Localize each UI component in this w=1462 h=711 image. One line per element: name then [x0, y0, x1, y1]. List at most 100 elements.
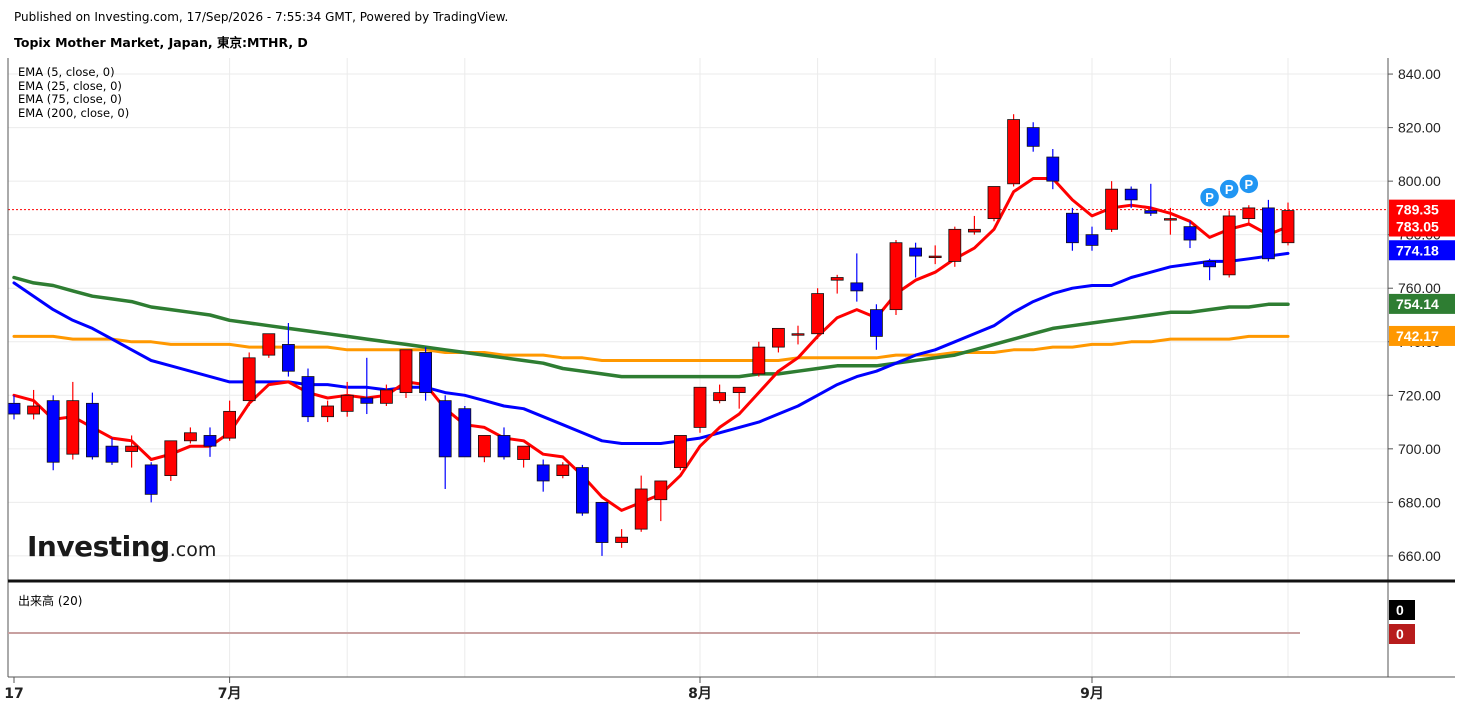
candle[interactable] — [497, 427, 511, 460]
y-tick-label: 840.00 — [1398, 66, 1441, 82]
candle[interactable] — [419, 347, 433, 401]
candle[interactable] — [791, 325, 805, 345]
candle[interactable] — [1046, 149, 1060, 190]
investing-logo: Investing.com — [27, 530, 216, 563]
candle[interactable] — [223, 400, 237, 441]
candle-body — [7, 402, 21, 415]
candle[interactable] — [164, 440, 178, 481]
candle[interactable] — [242, 352, 256, 406]
legend-ema25[interactable]: EMA (25, close, 0) — [18, 78, 122, 93]
candle[interactable] — [477, 435, 491, 463]
candle[interactable] — [360, 357, 374, 415]
candle[interactable] — [772, 327, 785, 353]
volume-label[interactable]: 出来高 (20) — [18, 594, 83, 608]
volume-tag-box — [1389, 624, 1415, 644]
candle[interactable] — [634, 475, 648, 532]
candle[interactable] — [948, 226, 962, 267]
candle[interactable] — [281, 323, 295, 377]
candle[interactable] — [1281, 202, 1295, 246]
candle[interactable] — [321, 400, 335, 423]
candle-body — [1242, 207, 1256, 220]
candle[interactable] — [713, 384, 726, 404]
candle-body — [340, 394, 354, 412]
indicator-legend: EMA (5, close, 0) EMA (25, close, 0) EMA… — [18, 65, 130, 120]
candle[interactable] — [1164, 207, 1177, 235]
price-tag-label: 789.35 — [1396, 202, 1439, 218]
axes: 840.00820.00800.00780.00760.00740.00720.… — [4, 58, 1455, 702]
candle[interactable] — [556, 462, 570, 479]
grid — [8, 58, 1388, 677]
pivot-marker[interactable]: P — [1198, 186, 1221, 208]
candle[interactable] — [1124, 186, 1138, 208]
candle[interactable] — [615, 529, 628, 548]
candle[interactable] — [674, 435, 687, 471]
candle[interactable] — [830, 274, 844, 294]
candle[interactable] — [301, 368, 315, 423]
candle[interactable] — [1203, 258, 1216, 281]
candle[interactable] — [438, 395, 452, 489]
price-tag-label: 754.14 — [1396, 296, 1439, 312]
candle[interactable] — [968, 215, 981, 235]
candle[interactable] — [1144, 183, 1158, 216]
candle[interactable] — [1066, 207, 1079, 251]
candle[interactable] — [1242, 205, 1256, 224]
candle-body — [889, 242, 903, 311]
candle-body — [27, 405, 41, 415]
candle[interactable] — [144, 462, 158, 503]
candle[interactable] — [870, 304, 883, 350]
candle[interactable] — [1262, 199, 1275, 262]
candle[interactable] — [1105, 181, 1118, 232]
candle-body — [772, 327, 785, 348]
candle[interactable] — [889, 240, 903, 315]
volume-tag-label: 0 — [1396, 602, 1404, 618]
candle[interactable] — [693, 386, 707, 433]
candle[interactable] — [7, 395, 21, 420]
legend-ema5[interactable]: EMA (5, close, 0) — [18, 65, 115, 79]
candle[interactable] — [654, 480, 668, 522]
candle[interactable] — [66, 381, 80, 460]
candle-body — [634, 488, 648, 530]
candle[interactable] — [262, 333, 276, 358]
candle[interactable] — [595, 501, 609, 556]
candle-body — [830, 277, 844, 281]
pivot-marker[interactable]: P — [1218, 178, 1240, 200]
candle[interactable] — [1222, 210, 1236, 278]
candle[interactable] — [909, 242, 922, 278]
candle[interactable] — [203, 427, 217, 457]
candle[interactable] — [752, 341, 766, 377]
candle[interactable] — [576, 464, 589, 516]
candle-body — [1144, 210, 1158, 214]
legend-ema200[interactable]: EMA (200, close, 0) — [18, 105, 130, 120]
candle[interactable] — [1007, 114, 1020, 187]
candle[interactable] — [987, 186, 1001, 222]
pivot-marker[interactable]: P — [1238, 173, 1260, 195]
candle[interactable] — [27, 389, 41, 420]
candle-body — [438, 400, 452, 458]
candle[interactable] — [46, 395, 60, 471]
candle[interactable] — [86, 392, 99, 460]
candle[interactable] — [458, 406, 472, 458]
candle[interactable] — [105, 438, 119, 465]
candle[interactable] — [517, 445, 530, 468]
candle[interactable] — [399, 349, 413, 398]
legend-ema75[interactable]: EMA (75, close, 0) — [18, 92, 122, 107]
candle[interactable] — [1183, 221, 1197, 249]
volume-tag: 0 — [1389, 624, 1415, 644]
candle[interactable] — [732, 386, 746, 409]
candle[interactable] — [850, 253, 864, 302]
candle[interactable] — [1026, 122, 1040, 152]
x-tick-label: 7月 — [218, 686, 242, 702]
candle-body — [125, 445, 138, 452]
candle[interactable] — [340, 381, 354, 417]
candle[interactable] — [125, 435, 138, 468]
candle-body — [477, 435, 491, 458]
candle[interactable] — [379, 384, 393, 406]
volume-tag-label: 0 — [1396, 626, 1404, 642]
candle[interactable] — [928, 245, 942, 265]
candle[interactable] — [536, 459, 550, 492]
candle[interactable] — [1085, 226, 1099, 251]
y-tick-label: 800.00 — [1398, 173, 1441, 189]
candle[interactable] — [811, 288, 824, 340]
candle[interactable] — [183, 427, 197, 444]
